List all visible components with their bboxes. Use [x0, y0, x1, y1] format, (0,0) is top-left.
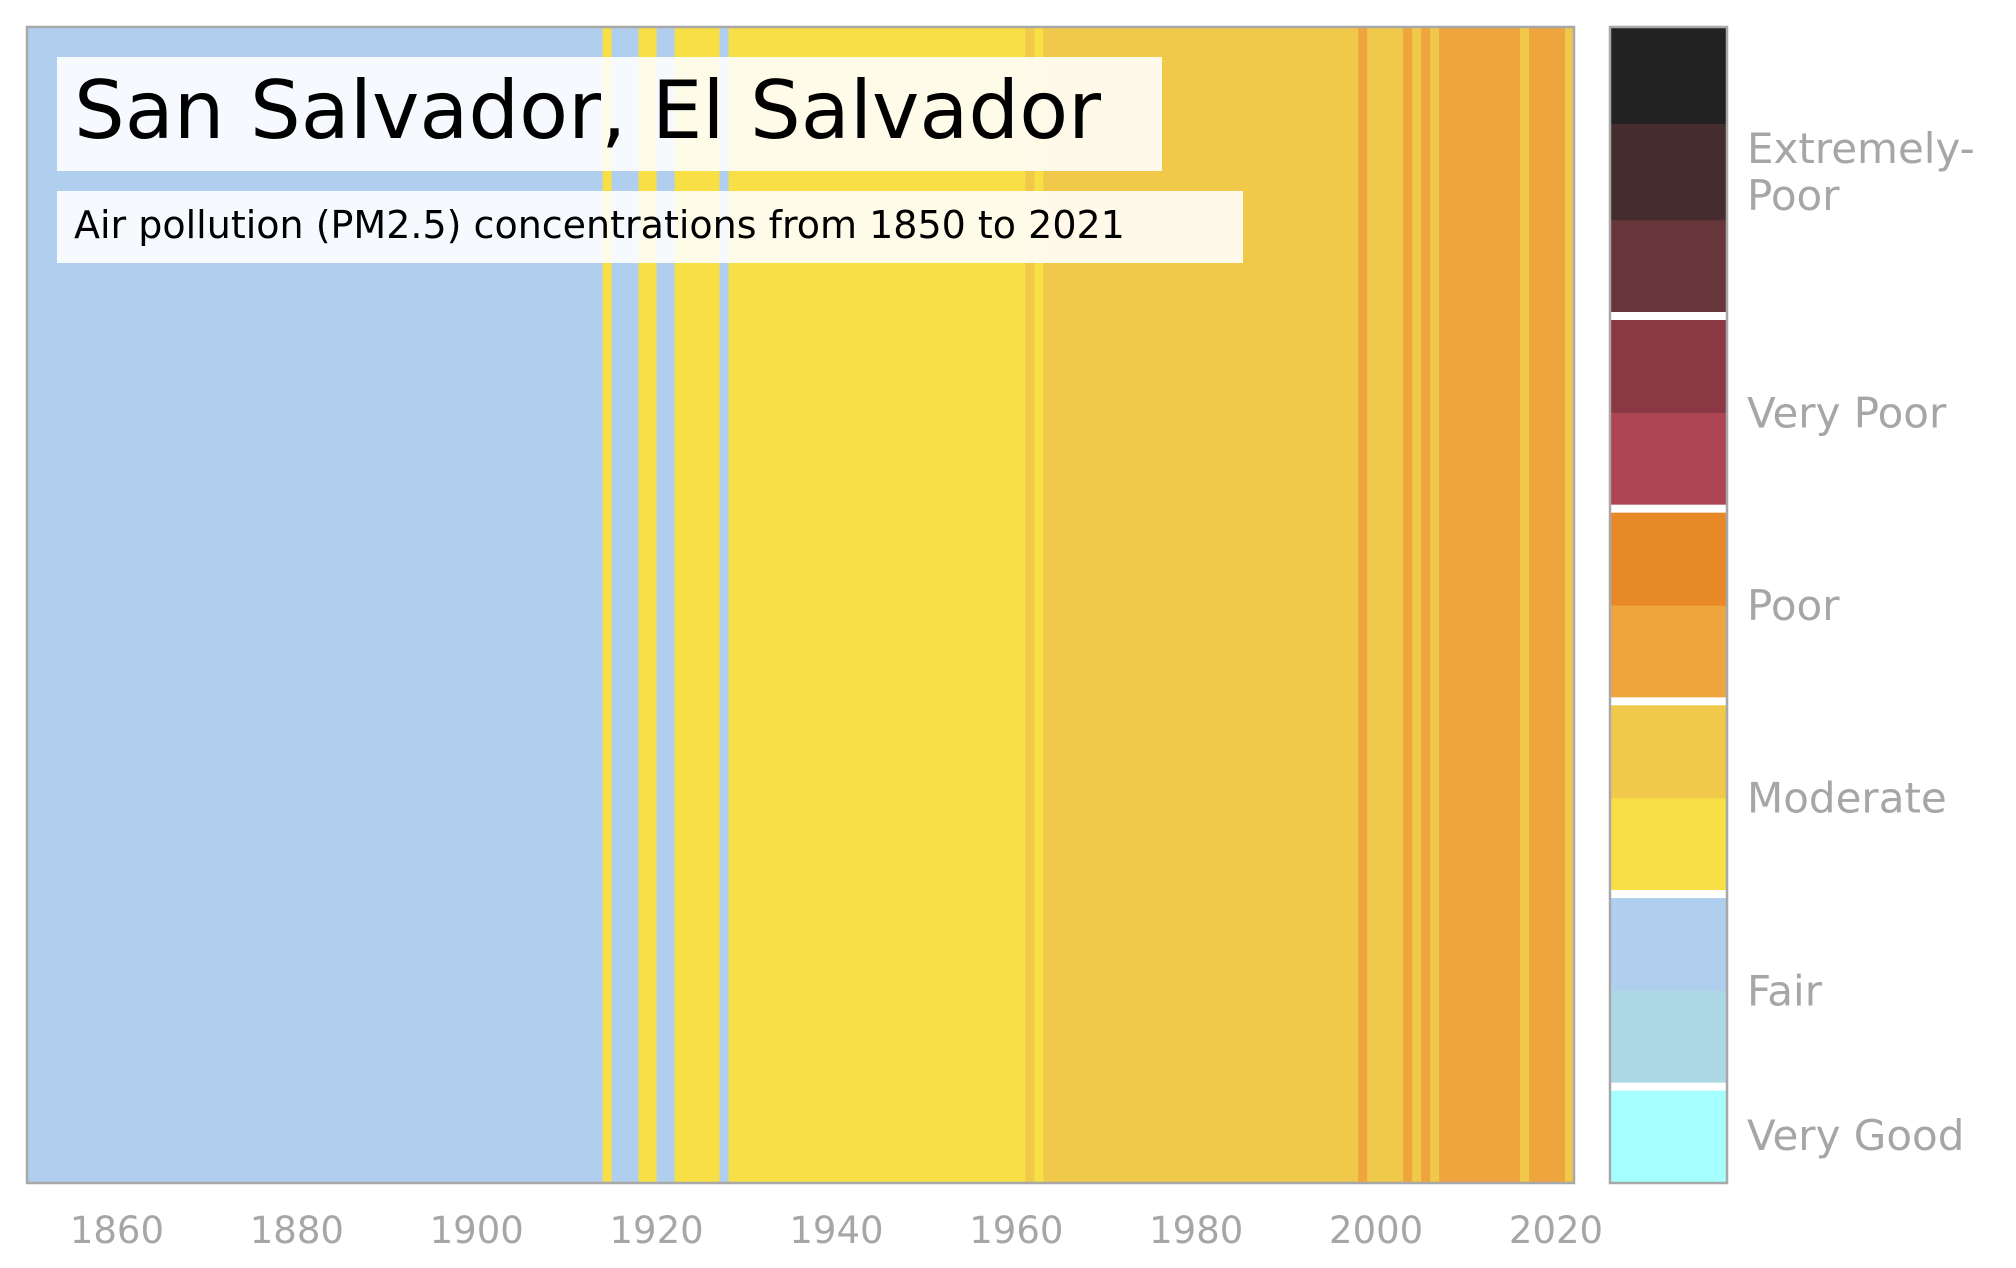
colorbar-category-label: Moderate [1747, 774, 1947, 823]
colorbar-category-label: Poor [1747, 581, 1840, 630]
colorbar-segment-8 [1610, 316, 1727, 413]
stripe-1962-1962 [1034, 27, 1044, 1183]
colorbar-separator [1610, 1082, 1727, 1091]
stripe-1920-1921 [656, 27, 676, 1183]
x-tick-label: 1980 [1149, 1209, 1243, 1252]
stripe-1914-1914 [602, 27, 613, 1183]
colorbar-separator [1610, 890, 1727, 898]
colorbar-segment-2 [1610, 894, 1727, 991]
colorbar-segment-6 [1610, 508, 1727, 606]
colorbar-category-labels: Very Good Fair Moderate Poor Very Poor Extrem… [1747, 124, 1975, 1160]
colorbar-segment-3 [1610, 797, 1727, 895]
stripe-1961-1961 [1025, 27, 1035, 1183]
subtitle-box [57, 191, 1243, 263]
x-tick-label: 1860 [70, 1209, 164, 1252]
stripe-2007-2015 [1439, 27, 1521, 1183]
colorbar-category-label: Very Good [1747, 1111, 1964, 1160]
stripe-1998-1998 [1358, 27, 1368, 1183]
colorbar-separator [1610, 312, 1727, 320]
colorbar-segment-9 [1610, 219, 1727, 317]
colorbar-segment-7 [1610, 412, 1727, 510]
x-tick-label: 1900 [430, 1209, 524, 1252]
stripe-2003-2003 [1403, 27, 1413, 1183]
colorbar-segment-10 [1610, 123, 1727, 221]
x-tick-label: 1960 [969, 1209, 1063, 1252]
colorbar-separator [1610, 697, 1727, 706]
colorbar-frame [1608, 25, 1729, 1185]
colorbar-category-label: Extremely-Poor [1747, 124, 1975, 220]
stripe-2016-2016 [1520, 27, 1530, 1183]
x-tick-label: 1880 [250, 1209, 344, 1252]
colorbar-segment-0 [1610, 1086, 1727, 1184]
chart-title: San Salvador, El Salvador [74, 64, 1101, 157]
chart-subtitle: Air pollution (PM2.5) concentrations fro… [74, 203, 1125, 247]
x-tick-label: 1940 [789, 1209, 883, 1252]
title-box [57, 57, 1162, 171]
colorbar-segment-1 [1610, 990, 1727, 1088]
colorbar-separator [1610, 504, 1727, 513]
x-tick-label: 2020 [1509, 1209, 1603, 1252]
stripe-1999-2002 [1367, 27, 1404, 1183]
x-axis-ticks: 1860 1880 1900 1920 1940 1960 1980 2000 2020 [70, 1209, 1603, 1252]
colorbar [1610, 27, 1727, 1184]
plot-frame [25, 25, 1576, 1185]
stripe-2021-2021 [1565, 27, 1575, 1183]
colorbar-category-label: Very Poor [1747, 388, 1947, 437]
x-tick-label: 2000 [1329, 1209, 1423, 1252]
stripe-1918-1919 [638, 27, 658, 1183]
stripe-2004-2004 [1412, 27, 1422, 1183]
stripe-1927-1927 [719, 27, 730, 1183]
stripe-2006-2006 [1430, 27, 1440, 1183]
stripe-2005-2005 [1421, 27, 1431, 1183]
colorbar-segment-11 [1610, 27, 1727, 124]
colorbar-segment-5 [1610, 605, 1727, 702]
colorbar-segment-4 [1610, 701, 1727, 799]
stripe-2017-2020 [1529, 27, 1566, 1183]
x-tick-label: 1920 [610, 1209, 704, 1252]
colorbar-category-label: Fair [1747, 966, 1823, 1015]
